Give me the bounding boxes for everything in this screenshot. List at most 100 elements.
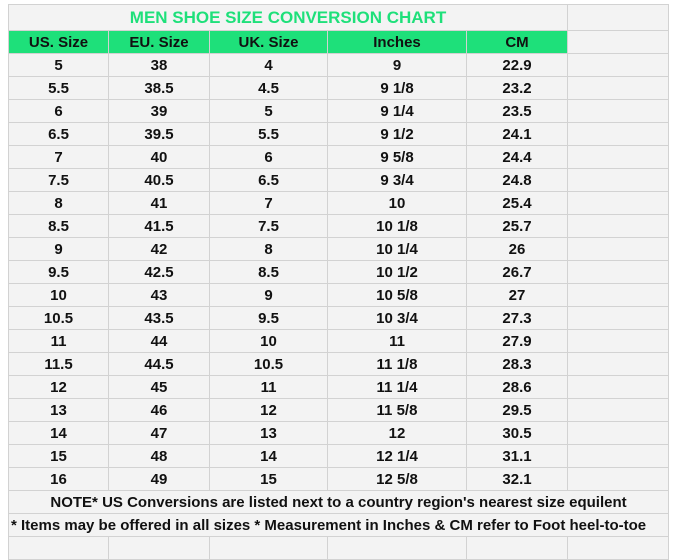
table-cell[interactable]: 15 [8, 444, 109, 468]
table-cell[interactable]: 10 [209, 329, 328, 353]
empty-cell[interactable] [567, 375, 669, 399]
header-inches[interactable]: Inches [327, 30, 467, 54]
table-cell[interactable]: 10 5/8 [327, 283, 467, 307]
table-cell[interactable]: 44.5 [108, 352, 210, 376]
table-cell[interactable]: 10 3/4 [327, 306, 467, 330]
table-cell[interactable]: 10.5 [8, 306, 109, 330]
table-cell[interactable]: 43 [108, 283, 210, 307]
table-cell[interactable]: 46 [108, 398, 210, 422]
table-cell[interactable]: 9 [327, 53, 467, 77]
empty-cell[interactable] [327, 536, 467, 560]
table-cell[interactable]: 12 1/4 [327, 444, 467, 468]
empty-cell[interactable] [567, 421, 669, 445]
table-cell[interactable]: 12 [327, 421, 467, 445]
table-cell[interactable]: 41.5 [108, 214, 210, 238]
table-cell[interactable]: 43.5 [108, 306, 210, 330]
table-cell[interactable]: 30.5 [466, 421, 568, 445]
table-cell[interactable]: 10 [8, 283, 109, 307]
table-cell[interactable]: 42 [108, 237, 210, 261]
table-cell[interactable]: 11 5/8 [327, 398, 467, 422]
table-cell[interactable]: 26 [466, 237, 568, 261]
table-cell[interactable]: 24.4 [466, 145, 568, 169]
table-cell[interactable]: 25.4 [466, 191, 568, 215]
header-us-size[interactable]: US. Size [8, 30, 109, 54]
empty-cell[interactable] [567, 99, 669, 123]
table-cell[interactable]: 39 [108, 99, 210, 123]
table-cell[interactable]: 6.5 [209, 168, 328, 192]
table-cell[interactable]: 23.2 [466, 76, 568, 100]
table-cell[interactable]: 4.5 [209, 76, 328, 100]
table-cell[interactable]: 9 5/8 [327, 145, 467, 169]
table-cell[interactable]: 8 [209, 237, 328, 261]
empty-cell[interactable] [209, 536, 328, 560]
table-cell[interactable]: 48 [108, 444, 210, 468]
table-cell[interactable]: 11 1/8 [327, 352, 467, 376]
empty-cell[interactable] [567, 76, 669, 100]
table-cell[interactable]: 32.1 [466, 467, 568, 491]
table-cell[interactable]: 23.5 [466, 99, 568, 123]
table-cell[interactable]: 24.8 [466, 168, 568, 192]
table-cell[interactable]: 6 [209, 145, 328, 169]
table-cell[interactable]: 9 1/8 [327, 76, 467, 100]
table-cell[interactable]: 10 [327, 191, 467, 215]
table-cell[interactable]: 9 [8, 237, 109, 261]
empty-cell[interactable] [567, 306, 669, 330]
empty-cell[interactable] [567, 352, 669, 376]
empty-cell[interactable] [466, 536, 568, 560]
empty-cell[interactable] [567, 53, 669, 77]
table-cell[interactable]: 16 [8, 467, 109, 491]
table-cell[interactable]: 8.5 [209, 260, 328, 284]
table-cell[interactable]: 40 [108, 145, 210, 169]
empty-cell[interactable] [567, 237, 669, 261]
empty-cell[interactable] [567, 329, 669, 353]
table-cell[interactable]: 13 [209, 421, 328, 445]
empty-cell[interactable] [567, 214, 669, 238]
table-cell[interactable]: 6 [8, 99, 109, 123]
table-cell[interactable]: 5 [209, 99, 328, 123]
table-cell[interactable]: 9 1/2 [327, 122, 467, 146]
table-cell[interactable]: 5.5 [8, 76, 109, 100]
table-cell[interactable]: 12 [8, 375, 109, 399]
table-cell[interactable]: 9.5 [209, 306, 328, 330]
table-cell[interactable]: 9.5 [8, 260, 109, 284]
header-eu-size[interactable]: EU. Size [108, 30, 210, 54]
table-cell[interactable]: 25.7 [466, 214, 568, 238]
table-cell[interactable]: 41 [108, 191, 210, 215]
empty-cell[interactable] [567, 444, 669, 468]
header-uk-size[interactable]: UK. Size [209, 30, 328, 54]
note-cell[interactable]: * Items may be offered in all sizes * Me… [8, 513, 669, 537]
table-cell[interactable]: 9 3/4 [327, 168, 467, 192]
table-cell[interactable]: 10.5 [209, 352, 328, 376]
table-cell[interactable]: 38.5 [108, 76, 210, 100]
table-cell[interactable]: 27 [466, 283, 568, 307]
table-cell[interactable]: 8 [8, 191, 109, 215]
table-cell[interactable]: 13 [8, 398, 109, 422]
table-cell[interactable]: 6.5 [8, 122, 109, 146]
table-cell[interactable]: 11 [8, 329, 109, 353]
table-cell[interactable]: 11 1/4 [327, 375, 467, 399]
table-cell[interactable]: 11 [327, 329, 467, 353]
empty-cell[interactable] [8, 536, 109, 560]
table-cell[interactable]: 14 [209, 444, 328, 468]
table-cell[interactable]: 11 [209, 375, 328, 399]
table-cell[interactable]: 40.5 [108, 168, 210, 192]
table-cell[interactable]: 11.5 [8, 352, 109, 376]
table-cell[interactable]: 14 [8, 421, 109, 445]
table-cell[interactable]: 10 1/8 [327, 214, 467, 238]
table-cell[interactable]: 39.5 [108, 122, 210, 146]
empty-cell[interactable] [567, 283, 669, 307]
table-cell[interactable]: 12 [209, 398, 328, 422]
empty-cell[interactable] [567, 168, 669, 192]
table-cell[interactable]: 31.1 [466, 444, 568, 468]
table-cell[interactable]: 5.5 [209, 122, 328, 146]
table-cell[interactable]: 28.6 [466, 375, 568, 399]
empty-cell[interactable] [567, 145, 669, 169]
empty-cell[interactable] [567, 260, 669, 284]
table-cell[interactable]: 22.9 [466, 53, 568, 77]
table-cell[interactable]: 44 [108, 329, 210, 353]
table-cell[interactable]: 10 1/2 [327, 260, 467, 284]
table-cell[interactable]: 10 1/4 [327, 237, 467, 261]
empty-cell[interactable] [567, 467, 669, 491]
table-cell[interactable]: 45 [108, 375, 210, 399]
table-cell[interactable]: 4 [209, 53, 328, 77]
